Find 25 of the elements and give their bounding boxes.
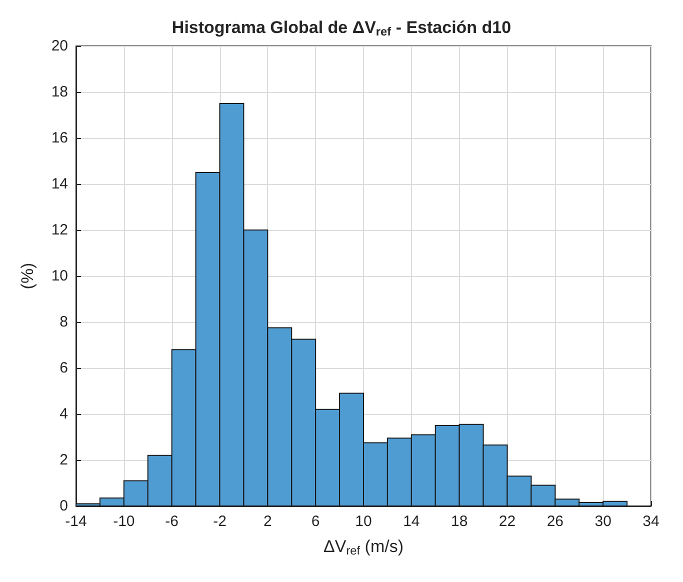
y-tick-label: 0 — [60, 498, 68, 514]
x-tick-label: 18 — [450, 513, 468, 530]
x-tick-label: 30 — [594, 513, 612, 530]
y-tick-label: 4 — [60, 406, 68, 422]
y-tick-label: 10 — [51, 268, 68, 284]
x-tick-label: 2 — [263, 513, 272, 530]
x-tick-label: 6 — [311, 513, 320, 530]
x-tick-label: -14 — [65, 513, 87, 530]
y-axis-title: (%) — [18, 262, 37, 290]
x-tick-label: -6 — [165, 513, 179, 530]
y-tick-label: 14 — [51, 176, 68, 192]
y-tick-label: 18 — [51, 84, 68, 100]
x-tick-label: 34 — [642, 513, 660, 530]
x-tick-label: -2 — [213, 513, 226, 530]
x-tick-label: 14 — [403, 513, 420, 530]
y-tick-label: 6 — [60, 360, 68, 376]
x-tick-label: 22 — [498, 513, 516, 530]
y-tick-label: 16 — [51, 130, 68, 146]
y-tick-label: 8 — [60, 314, 68, 330]
x-tick-label: 26 — [546, 513, 564, 530]
x-tick-label: 10 — [355, 513, 372, 530]
y-tick-label: 2 — [60, 452, 68, 468]
x-tick-label: -10 — [113, 513, 135, 530]
y-tick-label: 12 — [51, 222, 68, 238]
y-tick-label: 20 — [51, 38, 68, 54]
